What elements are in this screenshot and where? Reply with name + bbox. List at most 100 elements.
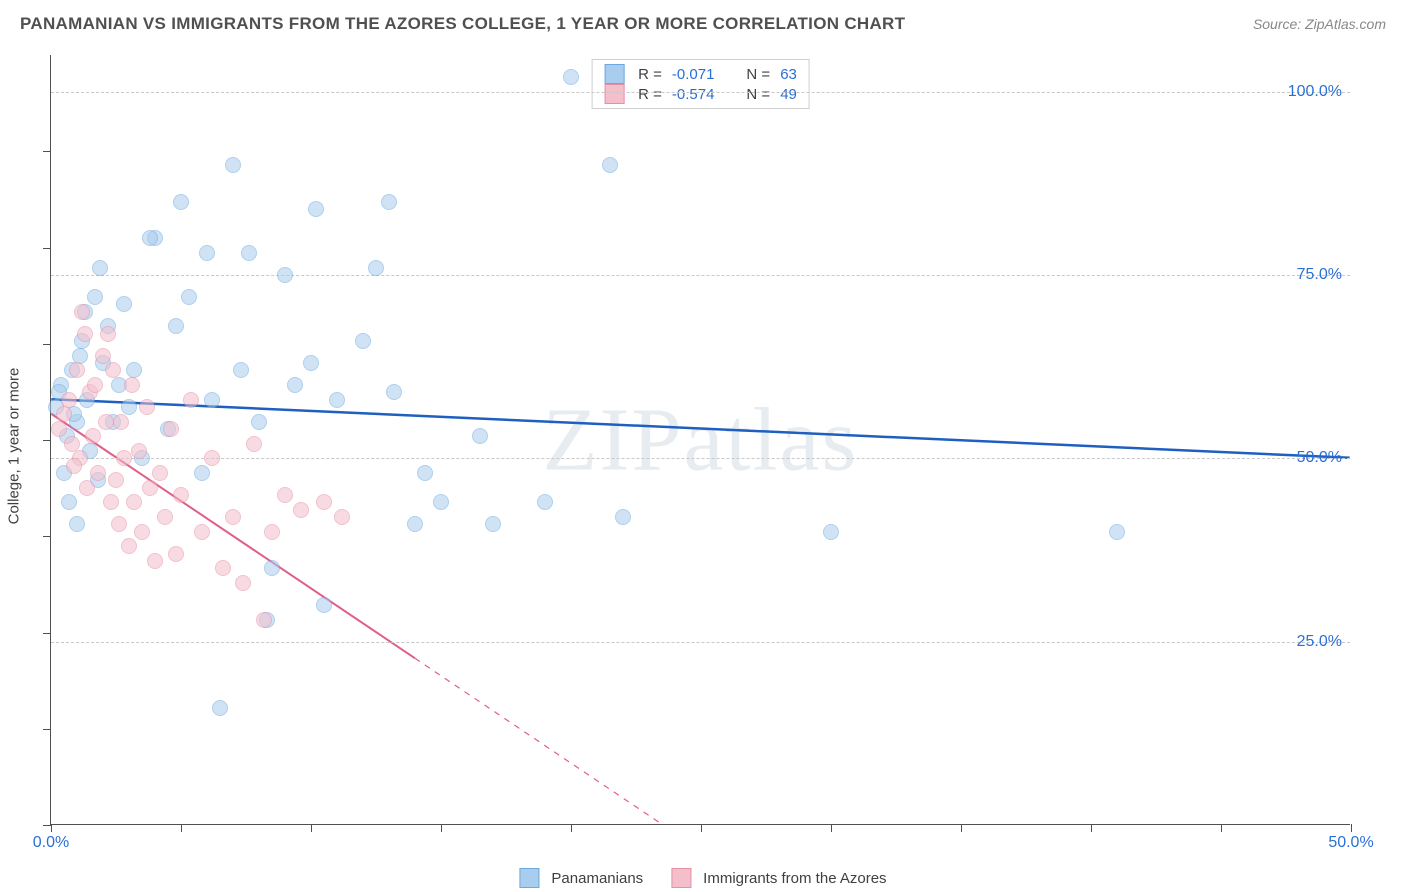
y-axis-label: 75.0% (1297, 266, 1342, 284)
data-point (602, 157, 618, 173)
data-point (316, 597, 332, 613)
data-point (142, 230, 158, 246)
data-point (157, 509, 173, 525)
data-point (126, 362, 142, 378)
data-point (139, 399, 155, 415)
x-tick (701, 824, 702, 832)
data-point (66, 458, 82, 474)
data-point (168, 318, 184, 334)
scatter-plot: ZIPatlas R =-0.071N =63R =-0.574N =49 25… (50, 55, 1350, 825)
y-tick (43, 729, 51, 730)
data-point (472, 428, 488, 444)
data-point (264, 524, 280, 540)
trend-line-extrapolated (415, 658, 662, 824)
gridline (51, 458, 1350, 459)
legend-r-value: -0.071 (672, 66, 715, 83)
data-point (105, 362, 121, 378)
y-axis-label: 100.0% (1288, 83, 1342, 101)
data-point (51, 421, 67, 437)
data-point (61, 392, 77, 408)
x-tick (181, 824, 182, 832)
data-point (199, 245, 215, 261)
data-point (277, 267, 293, 283)
legend-label: Immigrants from the Azores (703, 870, 886, 887)
data-point (116, 296, 132, 312)
data-point (251, 414, 267, 430)
gridline (51, 642, 1350, 643)
legend-item: Panamanians (519, 868, 643, 888)
data-point (386, 384, 402, 400)
data-point (90, 465, 106, 481)
x-tick (1221, 824, 1222, 832)
data-point (87, 377, 103, 393)
data-point (334, 509, 350, 525)
data-point (100, 326, 116, 342)
data-point (183, 392, 199, 408)
x-tick (571, 824, 572, 832)
data-point (241, 245, 257, 261)
data-point (121, 538, 137, 554)
data-point (615, 509, 631, 525)
data-point (173, 194, 189, 210)
x-tick (831, 824, 832, 832)
y-axis-label: 50.0% (1297, 449, 1342, 467)
y-axis-label: 25.0% (1297, 633, 1342, 651)
data-point (163, 421, 179, 437)
y-tick (43, 151, 51, 152)
x-tick (51, 824, 52, 832)
x-tick (1351, 824, 1352, 832)
data-point (126, 494, 142, 510)
legend-label: Panamanians (551, 870, 643, 887)
data-point (225, 509, 241, 525)
legend-n-label: N = (746, 86, 770, 103)
data-point (131, 443, 147, 459)
data-point (204, 392, 220, 408)
data-point (95, 348, 111, 364)
gridline (51, 275, 1350, 276)
data-point (92, 260, 108, 276)
data-point (124, 377, 140, 393)
legend-r-value: -0.574 (672, 86, 715, 103)
chart-header: PANAMANIAN VS IMMIGRANTS FROM THE AZORES… (20, 14, 1386, 34)
data-point (1109, 524, 1125, 540)
legend-item: Immigrants from the Azores (671, 868, 886, 888)
data-point (355, 333, 371, 349)
data-point (98, 414, 114, 430)
data-point (204, 450, 220, 466)
data-point (74, 304, 90, 320)
x-tick (311, 824, 312, 832)
data-point (264, 560, 280, 576)
legend-row: R =-0.574N =49 (604, 84, 797, 104)
y-tick (43, 633, 51, 634)
data-point (142, 480, 158, 496)
legend-row: R =-0.071N =63 (604, 64, 797, 84)
data-point (823, 524, 839, 540)
y-tick (43, 344, 51, 345)
data-point (134, 524, 150, 540)
x-tick (441, 824, 442, 832)
trend-line (51, 414, 415, 658)
data-point (233, 362, 249, 378)
data-point (308, 201, 324, 217)
data-point (69, 516, 85, 532)
legend-n-label: N = (746, 66, 770, 83)
data-point (537, 494, 553, 510)
data-point (303, 355, 319, 371)
data-point (277, 487, 293, 503)
data-point (246, 436, 262, 452)
x-tick (1091, 824, 1092, 832)
data-point (56, 406, 72, 422)
chart-title: PANAMANIAN VS IMMIGRANTS FROM THE AZORES… (20, 14, 905, 34)
data-point (287, 377, 303, 393)
legend-n-value: 49 (780, 86, 797, 103)
data-point (293, 502, 309, 518)
data-point (417, 465, 433, 481)
data-point (212, 700, 228, 716)
data-point (225, 157, 241, 173)
data-point (72, 348, 88, 364)
legend-swatch (671, 868, 691, 888)
legend-n-value: 63 (780, 66, 797, 83)
trend-line (51, 399, 1349, 458)
data-point (79, 480, 95, 496)
data-point (108, 472, 124, 488)
